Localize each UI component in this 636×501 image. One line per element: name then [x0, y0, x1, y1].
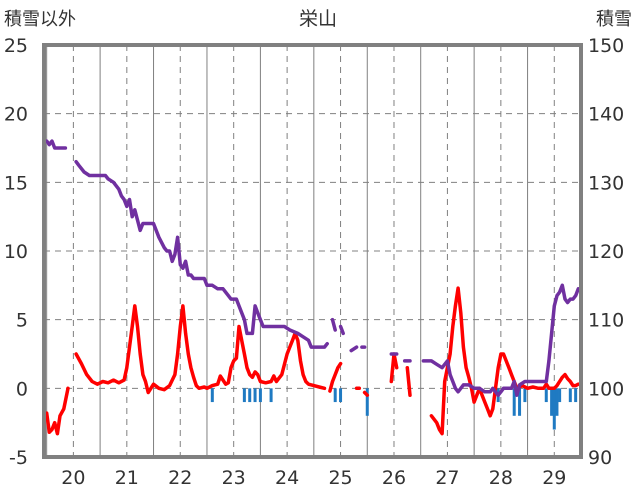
snow-depth-line — [47, 141, 66, 148]
temperature-line — [365, 393, 368, 396]
precip-bar — [248, 388, 251, 402]
gridlines — [44, 45, 581, 457]
x-tick-label: 23 — [222, 467, 246, 489]
left-tick-label: 25 — [4, 35, 28, 57]
right-tick-label: 110 — [588, 310, 624, 332]
x-tick-label: 22 — [168, 467, 192, 489]
temperature-line — [330, 364, 341, 392]
x-axis-ticks: 20 21 22 23 24 25 26 27 28 29 — [61, 467, 566, 489]
temperature-line — [47, 388, 68, 433]
precip-bar — [558, 388, 561, 402]
precip-bar — [545, 388, 548, 402]
x-tick-label: 27 — [435, 467, 459, 489]
left-tick-label: 0 — [16, 378, 28, 400]
left-tick-label: 5 — [16, 310, 28, 332]
snow-depth-line — [341, 327, 344, 334]
left-tick-label: -5 — [9, 447, 28, 469]
x-tick-label: 29 — [542, 467, 566, 489]
left-axis-title: 積雪以外 — [4, 9, 76, 30]
precip-bar — [523, 388, 526, 402]
right-tick-label: 140 — [588, 104, 624, 126]
x-tick-label: 28 — [489, 467, 513, 489]
precip-bar — [555, 388, 558, 415]
precip-bar — [553, 388, 556, 429]
chart-title: 栄山 — [299, 8, 337, 30]
left-axis-ticks: -5 0 5 10 15 20 25 — [4, 35, 28, 469]
x-tick-label: 21 — [115, 467, 139, 489]
right-tick-label: 90 — [588, 447, 612, 469]
right-tick-label: 120 — [588, 241, 624, 263]
left-tick-label: 15 — [4, 172, 28, 194]
x-tick-label: 24 — [275, 467, 299, 489]
precip-bar — [569, 388, 572, 402]
left-tick-label: 10 — [4, 241, 28, 263]
precip-bar — [574, 388, 577, 402]
precip-bar — [550, 388, 553, 415]
left-tick-label: 20 — [4, 104, 28, 126]
x-tick-label: 26 — [382, 467, 406, 489]
right-tick-label: 100 — [588, 378, 624, 400]
precip-bar — [334, 388, 337, 402]
precip-bar — [254, 388, 257, 402]
x-tick-label: 20 — [61, 467, 85, 489]
right-tick-label: 130 — [588, 172, 624, 194]
right-axis-ticks: 90 100 110 120 130 140 150 — [588, 35, 624, 469]
precip-bar — [259, 388, 262, 402]
precip-bar — [243, 388, 246, 402]
snow-depth-line — [333, 320, 336, 330]
right-tick-label: 150 — [588, 35, 624, 57]
x-tick-label: 25 — [328, 467, 352, 489]
precip-bar — [211, 388, 214, 402]
temperature-line — [407, 368, 410, 396]
precip-bar — [339, 388, 342, 402]
snow-depth-line — [351, 347, 356, 351]
precip-bar — [270, 388, 273, 402]
right-axis-title: 積雪 — [596, 9, 632, 30]
